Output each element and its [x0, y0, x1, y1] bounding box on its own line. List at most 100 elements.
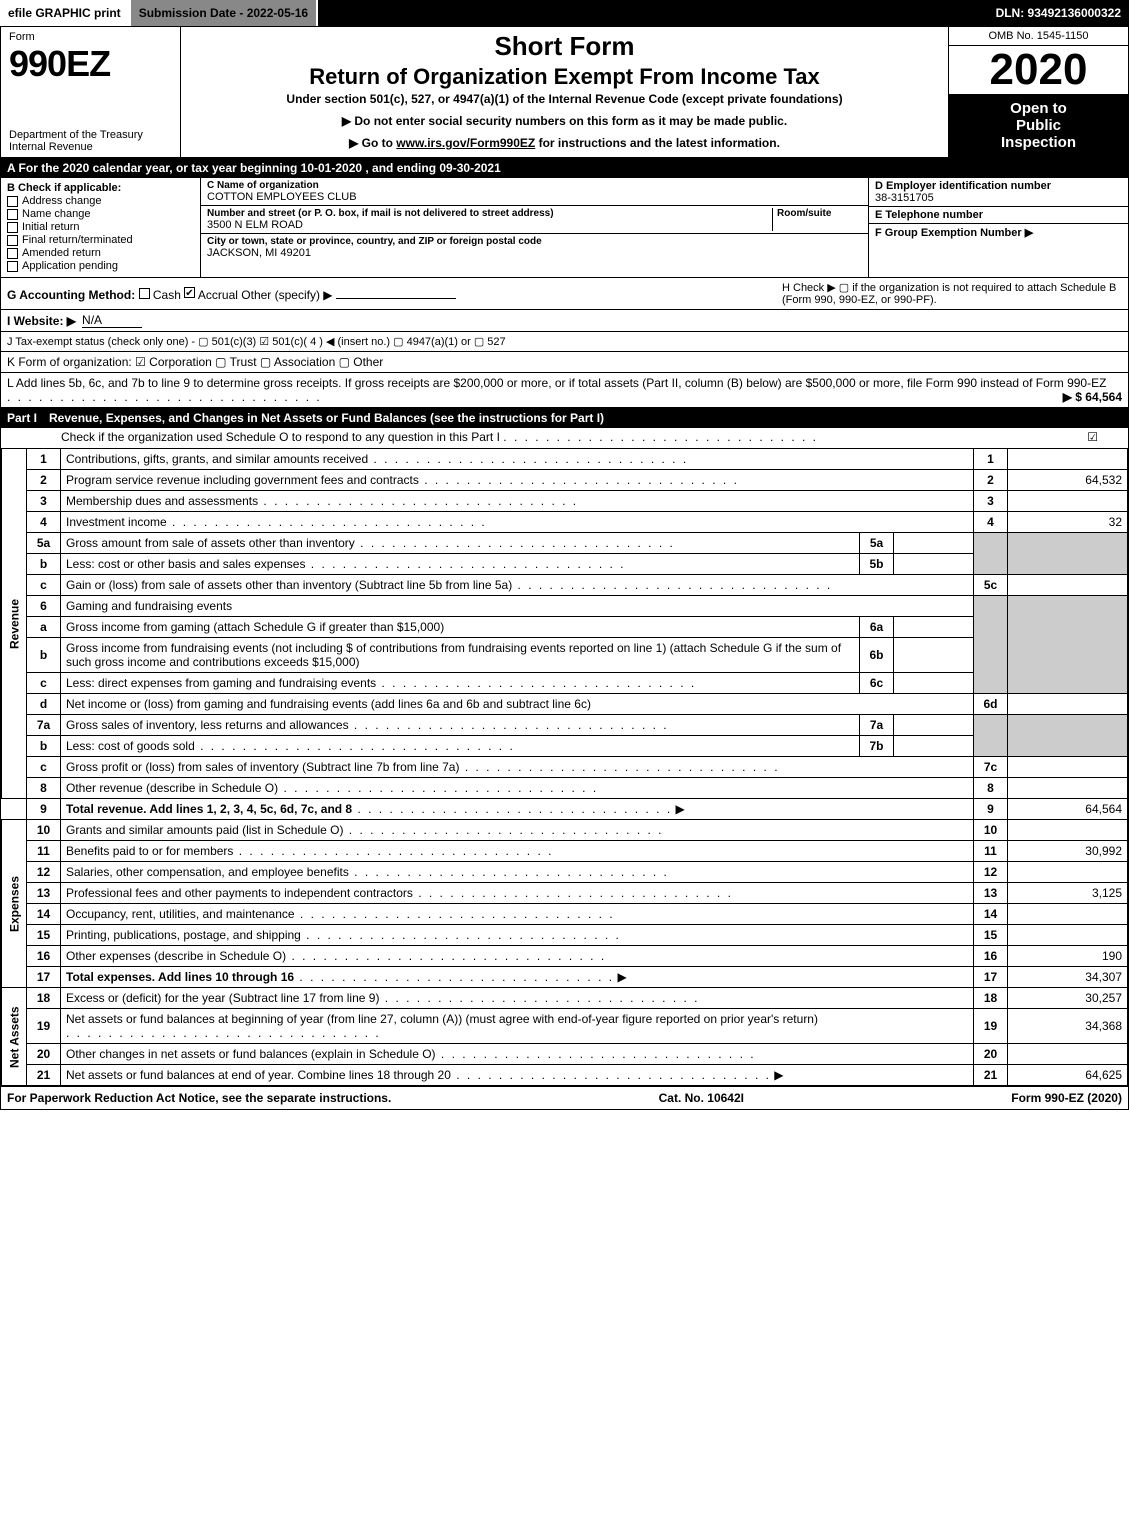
chk-cash[interactable] — [139, 288, 150, 299]
inspect-2: Public — [953, 117, 1124, 134]
l7ab-shade-r — [974, 715, 1008, 757]
l1-num: 1 — [27, 449, 61, 470]
l2-desc: Program service revenue including govern… — [66, 473, 419, 487]
lbl-accrual: Accrual — [198, 288, 238, 302]
l7c-dots — [459, 760, 779, 774]
row-j: J Tax-exempt status (check only one) - ▢… — [1, 332, 1128, 352]
note-goto: ▶ Go to www.irs.gov/Form990EZ for instru… — [191, 136, 938, 150]
l13-desc: Professional fees and other payments to … — [66, 886, 413, 900]
l12-amt — [1008, 862, 1128, 883]
part1-heading: Revenue, Expenses, and Changes in Net As… — [49, 411, 604, 425]
l13-r: 13 — [974, 883, 1008, 904]
l20-dots — [436, 1047, 756, 1061]
title-return: Return of Organization Exempt From Incom… — [191, 64, 938, 90]
lbl-cash: Cash — [153, 288, 181, 302]
row-a-tax-year: A For the 2020 calendar year, or tax yea… — [1, 158, 1128, 178]
l10-num: 10 — [27, 820, 61, 841]
l21-dots — [451, 1068, 771, 1082]
row-l: L Add lines 5b, 6c, and 7b to line 9 to … — [1, 373, 1128, 408]
g-label: G Accounting Method: — [7, 288, 135, 302]
l6c-num: c — [27, 673, 61, 694]
room-suite-label: Room/suite — [777, 208, 862, 219]
f-group-label: F Group Exemption Number ▶ — [875, 226, 1122, 239]
title-short-form: Short Form — [191, 31, 938, 62]
l5b-sl: 5b — [860, 554, 894, 575]
l7c-desc: Gross profit or (loss) from sales of inv… — [66, 760, 459, 774]
l10-amt — [1008, 820, 1128, 841]
chk-application-pending[interactable] — [7, 261, 18, 272]
l6c-sa — [894, 673, 974, 694]
other-specify-line[interactable] — [336, 285, 456, 299]
l11-num: 11 — [27, 841, 61, 862]
expenses-vlabel: Expenses — [2, 820, 27, 988]
l2-amt: 64,532 — [1008, 470, 1128, 491]
l7c-r: 7c — [974, 757, 1008, 778]
l9-amt: 64,564 — [1008, 799, 1128, 820]
note-ssn: ▶ Do not enter social security numbers o… — [191, 114, 938, 128]
chk-amended-return[interactable] — [7, 248, 18, 259]
chk-final-return[interactable] — [7, 235, 18, 246]
e-phone-label: E Telephone number — [875, 209, 1122, 221]
l4-dots — [167, 515, 487, 529]
header-left: Form 990EZ Department of the Treasury In… — [1, 27, 181, 157]
l9-num: 9 — [27, 799, 61, 820]
l6b-sl: 6b — [860, 638, 894, 673]
i-label: I Website: ▶ — [7, 314, 76, 328]
l13-dots — [413, 886, 733, 900]
tax-year: 2020 — [949, 46, 1128, 94]
chk-address-change[interactable] — [7, 196, 18, 207]
l8-dots — [278, 781, 598, 795]
row-k: K Form of organization: ☑ Corporation ▢ … — [1, 352, 1128, 373]
l2-dots — [419, 473, 739, 487]
l5a-dots — [355, 536, 675, 550]
l5b-dots — [305, 557, 625, 571]
l1-amt — [1008, 449, 1128, 470]
l4-num: 4 — [27, 512, 61, 533]
irs-link[interactable]: www.irs.gov/Form990EZ — [396, 136, 535, 150]
l5a-sl: 5a — [860, 533, 894, 554]
topbar: efile GRAPHIC print Submission Date - 20… — [0, 0, 1129, 26]
d-ein: 38-3151705 — [875, 192, 1122, 204]
part1-sub-chk: ☑ — [1087, 430, 1098, 444]
open-public-inspection: Open to Public Inspection — [949, 94, 1128, 157]
l15-r: 15 — [974, 925, 1008, 946]
page-footer: For Paperwork Reduction Act Notice, see … — [1, 1086, 1128, 1109]
l12-desc: Salaries, other compensation, and employ… — [66, 865, 349, 879]
l19-desc: Net assets or fund balances at beginning… — [66, 1012, 818, 1026]
l7b-sl: 7b — [860, 736, 894, 757]
l10-dots — [343, 823, 663, 837]
l7c-amt — [1008, 757, 1128, 778]
chk-initial-return[interactable] — [7, 222, 18, 233]
l17-dots — [294, 970, 614, 984]
l5c-amt — [1008, 575, 1128, 596]
chk-name-change[interactable] — [7, 209, 18, 220]
l7b-dots — [195, 739, 515, 753]
footer-mid: Cat. No. 10642I — [659, 1091, 744, 1105]
part1-table: Revenue 1 Contributions, gifts, grants, … — [1, 448, 1128, 1086]
lbl-other: Other (specify) ▶ — [241, 288, 332, 302]
header-right: OMB No. 1545-1150 2020 Open to Public In… — [948, 27, 1128, 157]
footer-left: For Paperwork Reduction Act Notice, see … — [7, 1091, 391, 1105]
chk-accrual[interactable] — [184, 287, 195, 298]
l17-r: 17 — [974, 967, 1008, 988]
l5b-desc: Less: cost or other basis and sales expe… — [66, 557, 305, 571]
l15-amt — [1008, 925, 1128, 946]
l19-dots — [66, 1026, 381, 1040]
l3-amt — [1008, 491, 1128, 512]
efile-print-label[interactable]: efile GRAPHIC print — [0, 0, 131, 26]
l12-num: 12 — [27, 862, 61, 883]
l13-num: 13 — [27, 883, 61, 904]
subtitle: Under section 501(c), 527, or 4947(a)(1)… — [191, 92, 938, 106]
l4-r: 4 — [974, 512, 1008, 533]
row-g: G Accounting Method: Cash Accrual Other … — [7, 285, 456, 302]
l5b-sa — [894, 554, 974, 575]
l6d-r: 6d — [974, 694, 1008, 715]
l7a-num: 7a — [27, 715, 61, 736]
l7b-num: b — [27, 736, 61, 757]
l16-amt: 190 — [1008, 946, 1128, 967]
org-city: JACKSON, MI 49201 — [207, 247, 862, 259]
l5b-num: b — [27, 554, 61, 575]
inspect-1: Open to — [953, 100, 1124, 117]
l9-r: 9 — [974, 799, 1008, 820]
l1-dots — [368, 452, 688, 466]
